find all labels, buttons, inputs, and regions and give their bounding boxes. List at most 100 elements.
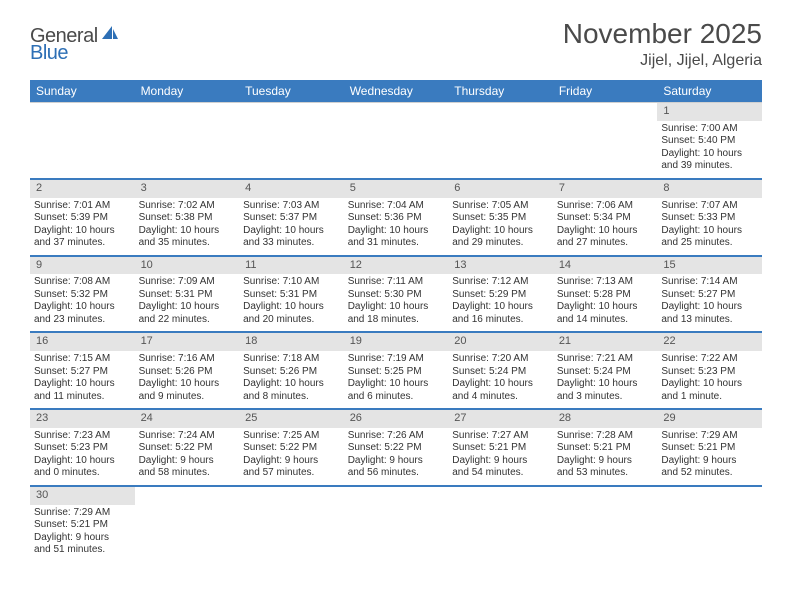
day-number-cell: 6 bbox=[448, 179, 553, 198]
cell-ss: Sunset: 5:23 PM bbox=[661, 366, 758, 379]
cell-ss: Sunset: 5:37 PM bbox=[243, 212, 340, 225]
daynum-row: 23242526272829 bbox=[30, 409, 762, 428]
day-number-cell: 7 bbox=[553, 179, 658, 198]
cell-d2: and 29 minutes. bbox=[452, 237, 549, 250]
cell-ss: Sunset: 5:21 PM bbox=[661, 442, 758, 455]
cell-ss: Sunset: 5:21 PM bbox=[557, 442, 654, 455]
day-details-cell bbox=[135, 505, 240, 563]
day-details-cell: Sunrise: 7:11 AMSunset: 5:30 PMDaylight:… bbox=[344, 274, 449, 332]
day-number-cell bbox=[239, 103, 344, 121]
day-details-cell: Sunrise: 7:00 AMSunset: 5:40 PMDaylight:… bbox=[657, 121, 762, 179]
cell-d1: Daylight: 10 hours bbox=[452, 378, 549, 391]
day-details-cell: Sunrise: 7:02 AMSunset: 5:38 PMDaylight:… bbox=[135, 198, 240, 256]
cell-ss: Sunset: 5:32 PM bbox=[34, 289, 131, 302]
cell-d2: and 52 minutes. bbox=[661, 467, 758, 480]
day-number-cell bbox=[30, 103, 135, 121]
cell-d2: and 6 minutes. bbox=[348, 391, 445, 404]
day-details-cell: Sunrise: 7:03 AMSunset: 5:37 PMDaylight:… bbox=[239, 198, 344, 256]
cell-sr: Sunrise: 7:01 AM bbox=[34, 200, 131, 213]
day-details-cell: Sunrise: 7:06 AMSunset: 5:34 PMDaylight:… bbox=[553, 198, 658, 256]
cell-d2: and 18 minutes. bbox=[348, 314, 445, 327]
cell-d1: Daylight: 10 hours bbox=[661, 301, 758, 314]
logo-text-blue: Blue bbox=[30, 42, 68, 64]
cell-d2: and 33 minutes. bbox=[243, 237, 340, 250]
day-number-cell: 24 bbox=[135, 409, 240, 428]
day-header: Thursday bbox=[448, 80, 553, 103]
day-details-cell: Sunrise: 7:13 AMSunset: 5:28 PMDaylight:… bbox=[553, 274, 658, 332]
cell-d1: Daylight: 10 hours bbox=[243, 301, 340, 314]
cell-sr: Sunrise: 7:28 AM bbox=[557, 430, 654, 443]
daynum-row: 16171819202122 bbox=[30, 332, 762, 351]
day-details-cell: Sunrise: 7:23 AMSunset: 5:23 PMDaylight:… bbox=[30, 428, 135, 486]
cell-d1: Daylight: 10 hours bbox=[139, 378, 236, 391]
cell-sr: Sunrise: 7:14 AM bbox=[661, 276, 758, 289]
day-header: Wednesday bbox=[344, 80, 449, 103]
cell-d1: Daylight: 10 hours bbox=[557, 301, 654, 314]
cell-ss: Sunset: 5:28 PM bbox=[557, 289, 654, 302]
day-details-cell: Sunrise: 7:20 AMSunset: 5:24 PMDaylight:… bbox=[448, 351, 553, 409]
cell-d1: Daylight: 10 hours bbox=[34, 455, 131, 468]
daynum-row: 1 bbox=[30, 103, 762, 121]
sail-icon bbox=[100, 24, 120, 47]
day-details-cell bbox=[239, 121, 344, 179]
cell-d1: Daylight: 10 hours bbox=[557, 378, 654, 391]
cell-sr: Sunrise: 7:15 AM bbox=[34, 353, 131, 366]
day-details-cell bbox=[448, 121, 553, 179]
day-number-cell: 22 bbox=[657, 332, 762, 351]
details-row: Sunrise: 7:15 AMSunset: 5:27 PMDaylight:… bbox=[30, 351, 762, 409]
day-number-cell: 20 bbox=[448, 332, 553, 351]
day-number-cell: 19 bbox=[344, 332, 449, 351]
cell-ss: Sunset: 5:21 PM bbox=[452, 442, 549, 455]
day-details-cell: Sunrise: 7:12 AMSunset: 5:29 PMDaylight:… bbox=[448, 274, 553, 332]
cell-sr: Sunrise: 7:08 AM bbox=[34, 276, 131, 289]
cell-ss: Sunset: 5:22 PM bbox=[243, 442, 340, 455]
month-title: November 2025 bbox=[563, 18, 762, 50]
cell-d2: and 53 minutes. bbox=[557, 467, 654, 480]
daynum-row: 2345678 bbox=[30, 179, 762, 198]
cell-d2: and 39 minutes. bbox=[661, 160, 758, 173]
day-number-cell: 21 bbox=[553, 332, 658, 351]
cell-d2: and 0 minutes. bbox=[34, 467, 131, 480]
cell-sr: Sunrise: 7:22 AM bbox=[661, 353, 758, 366]
day-details-cell: Sunrise: 7:10 AMSunset: 5:31 PMDaylight:… bbox=[239, 274, 344, 332]
day-details-cell: Sunrise: 7:07 AMSunset: 5:33 PMDaylight:… bbox=[657, 198, 762, 256]
cell-d1: Daylight: 10 hours bbox=[348, 225, 445, 238]
cell-sr: Sunrise: 7:02 AM bbox=[139, 200, 236, 213]
cell-ss: Sunset: 5:35 PM bbox=[452, 212, 549, 225]
day-details-cell: Sunrise: 7:08 AMSunset: 5:32 PMDaylight:… bbox=[30, 274, 135, 332]
calendar-body: 1 Sunrise: 7:00 AMSunset: 5:40 PMDayligh… bbox=[30, 103, 762, 563]
day-number-cell bbox=[448, 486, 553, 505]
day-details-cell: Sunrise: 7:24 AMSunset: 5:22 PMDaylight:… bbox=[135, 428, 240, 486]
day-number-cell: 18 bbox=[239, 332, 344, 351]
cell-ss: Sunset: 5:31 PM bbox=[243, 289, 340, 302]
day-header: Sunday bbox=[30, 80, 135, 103]
cell-ss: Sunset: 5:22 PM bbox=[348, 442, 445, 455]
cell-d2: and 20 minutes. bbox=[243, 314, 340, 327]
day-details-cell bbox=[553, 121, 658, 179]
cell-d1: Daylight: 10 hours bbox=[34, 301, 131, 314]
day-number-cell: 9 bbox=[30, 256, 135, 275]
cell-ss: Sunset: 5:33 PM bbox=[661, 212, 758, 225]
day-number-cell: 27 bbox=[448, 409, 553, 428]
day-number-cell: 10 bbox=[135, 256, 240, 275]
cell-sr: Sunrise: 7:05 AM bbox=[452, 200, 549, 213]
cell-d2: and 25 minutes. bbox=[661, 237, 758, 250]
cell-sr: Sunrise: 7:24 AM bbox=[139, 430, 236, 443]
day-details-cell: Sunrise: 7:29 AMSunset: 5:21 PMDaylight:… bbox=[30, 505, 135, 563]
day-number-cell bbox=[135, 486, 240, 505]
cell-sr: Sunrise: 7:25 AM bbox=[243, 430, 340, 443]
title-block: November 2025 Jijel, Jijel, Algeria bbox=[563, 18, 762, 70]
day-details-cell: Sunrise: 7:25 AMSunset: 5:22 PMDaylight:… bbox=[239, 428, 344, 486]
day-details-cell: Sunrise: 7:21 AMSunset: 5:24 PMDaylight:… bbox=[553, 351, 658, 409]
day-number-cell: 11 bbox=[239, 256, 344, 275]
cell-d2: and 22 minutes. bbox=[139, 314, 236, 327]
day-details-cell: Sunrise: 7:18 AMSunset: 5:26 PMDaylight:… bbox=[239, 351, 344, 409]
cell-d2: and 57 minutes. bbox=[243, 467, 340, 480]
day-details-cell: Sunrise: 7:29 AMSunset: 5:21 PMDaylight:… bbox=[657, 428, 762, 486]
day-number-cell: 12 bbox=[344, 256, 449, 275]
day-details-cell bbox=[553, 505, 658, 563]
cell-ss: Sunset: 5:40 PM bbox=[661, 135, 758, 148]
day-number-cell: 26 bbox=[344, 409, 449, 428]
cell-sr: Sunrise: 7:04 AM bbox=[348, 200, 445, 213]
cell-d1: Daylight: 10 hours bbox=[139, 301, 236, 314]
